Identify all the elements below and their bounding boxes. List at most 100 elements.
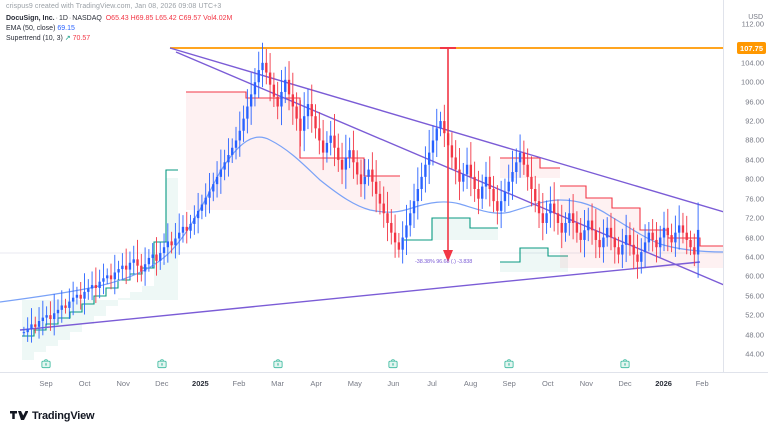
candle-body <box>439 121 442 129</box>
time-tick-label: Apr <box>310 379 323 388</box>
candle-body <box>602 237 605 248</box>
time-axis[interactable]: Sep Oct Nov Dec 2025 Feb Mar Apr May Jun Jul Aug Sep… <box>0 359 768 395</box>
earnings-badge-icon[interactable] <box>41 358 52 369</box>
candle-body <box>41 317 45 321</box>
price-plot-area[interactable]: -38.38% 96.68 (.) -3.838 <box>0 0 724 372</box>
supertrend-bearish-band-3 <box>560 186 724 268</box>
price-tick-label: 60.00 <box>745 271 764 281</box>
legend-high-label: H <box>130 15 136 22</box>
candle-body <box>196 210 200 219</box>
candle-body <box>253 82 257 95</box>
candle-body <box>609 227 613 238</box>
time-tick-label: May <box>347 379 362 388</box>
candle-body <box>140 265 143 272</box>
earnings-badge-icon[interactable] <box>620 358 631 369</box>
candle-body <box>662 227 666 238</box>
candle-body <box>416 189 419 202</box>
legend-supertrend-value: 70.57 <box>72 34 91 42</box>
candle-body <box>321 140 325 153</box>
candle-body <box>314 116 317 129</box>
candle-body <box>621 244 624 255</box>
price-tick-label: 104.00 <box>741 58 764 68</box>
candle-body <box>299 118 302 131</box>
candle-body <box>397 242 401 250</box>
candle-body <box>208 191 211 198</box>
candle-body <box>265 62 268 73</box>
candle-body <box>371 169 374 182</box>
legend-ema-row[interactable]: EMA (50, close) 69.15 <box>6 24 232 34</box>
candle-body <box>234 140 238 148</box>
candle-body <box>223 162 226 170</box>
candle-body <box>496 201 499 211</box>
candle-body <box>549 203 552 214</box>
legend-supertrend-row[interactable]: Supertrend (10, 3) ↗ 70.57 <box>6 34 232 44</box>
candle-body <box>306 104 310 117</box>
candle-body <box>640 252 643 262</box>
supertrend-bullish-band-2 <box>404 218 498 240</box>
price-tick-label: 72.00 <box>745 213 764 223</box>
candle-body <box>325 142 329 153</box>
candle-body <box>166 241 170 248</box>
candle-body <box>424 164 427 177</box>
candle-body <box>295 106 298 119</box>
candle-body <box>185 226 188 231</box>
price-tick-label: 96.00 <box>745 97 764 107</box>
chart-legend: DocuSign, Inc.·1D·NASDAQ O65.43 H69.85 L… <box>6 14 232 44</box>
candle-body <box>390 222 393 233</box>
candle-body <box>53 313 56 320</box>
price-tick-label: 88.00 <box>745 135 764 145</box>
price-tick-label: 48.00 <box>745 330 764 340</box>
tradingview-wordmark: TradingView <box>32 410 95 422</box>
candle-body <box>435 128 438 141</box>
earnings-badge-icon[interactable] <box>272 358 283 369</box>
candle-body <box>30 324 33 329</box>
candle-body <box>420 176 423 189</box>
time-tick-label: Dec <box>618 379 632 388</box>
legend-symbol[interactable]: DocuSign, Inc. <box>6 15 55 22</box>
candle-body <box>238 130 241 141</box>
candle-body <box>647 232 651 243</box>
candle-body <box>613 237 616 248</box>
candle-body <box>219 169 223 177</box>
candle-body <box>102 278 105 282</box>
candle-body <box>98 281 101 288</box>
supertrend-bullish-line-3 <box>500 247 568 263</box>
earnings-badge-icon[interactable] <box>156 358 167 369</box>
candle-body <box>174 238 177 246</box>
candle-body <box>518 152 522 163</box>
earnings-badge-icon[interactable] <box>504 358 515 369</box>
price-tick-label: 84.00 <box>745 155 764 165</box>
candle-body <box>159 253 162 261</box>
legend-exchange: NASDAQ <box>72 15 102 22</box>
legend-high-value: 69.85 <box>135 15 154 22</box>
earnings-badge-icon[interactable] <box>388 358 399 369</box>
candlestick-series <box>22 42 700 343</box>
candle-body <box>473 176 476 189</box>
price-axis[interactable]: USD 112.00 104.00 100.00 96.00 92.00 88.00 84.… <box>723 0 768 372</box>
candle-body <box>215 176 219 185</box>
candle-body <box>401 237 404 250</box>
candle-body <box>71 297 75 302</box>
candle-body <box>571 213 575 223</box>
candle-body <box>465 164 469 175</box>
candle-body <box>431 140 435 153</box>
candle-body <box>492 189 495 202</box>
candle-body <box>344 157 348 170</box>
legend-interval[interactable]: 1D <box>58 15 68 22</box>
candle-body <box>458 169 461 182</box>
candle-body <box>227 155 230 163</box>
candle-body <box>587 220 590 231</box>
candle-body <box>541 213 544 223</box>
candle-body <box>132 259 135 263</box>
legend-ema-value: 69.15 <box>57 24 75 32</box>
candle-body <box>68 301 71 308</box>
candle-body <box>503 191 507 202</box>
candle-body <box>359 174 363 185</box>
price-tick-label: 100.00 <box>741 77 764 87</box>
candle-body <box>79 294 82 299</box>
candle-body <box>231 147 234 156</box>
candle-body <box>257 70 260 83</box>
candle-body <box>143 264 147 272</box>
legend-symbol-row[interactable]: DocuSign, Inc.·1D·NASDAQ O65.43 H69.85 L… <box>6 15 233 22</box>
candle-body <box>155 254 158 261</box>
